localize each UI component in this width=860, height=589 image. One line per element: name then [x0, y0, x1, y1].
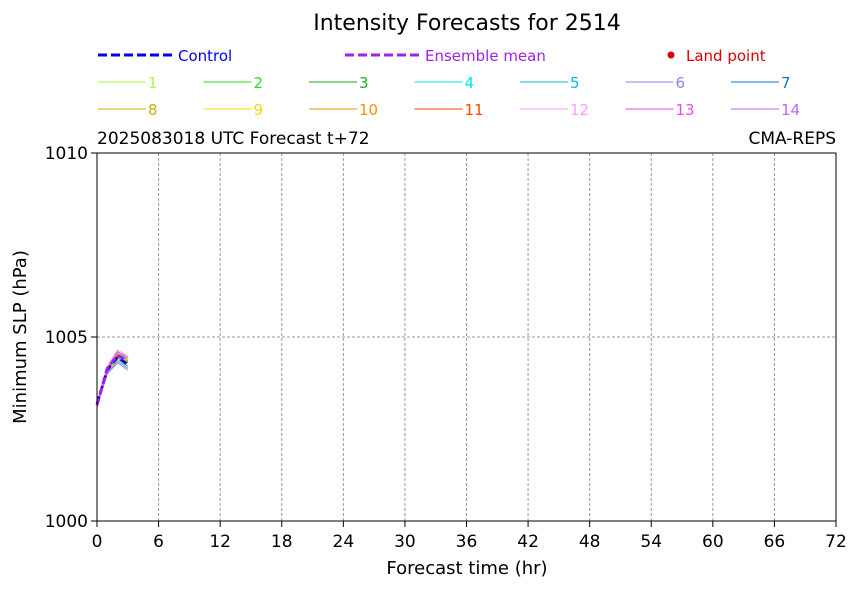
x-axis-label: Forecast time (hr) — [386, 558, 547, 579]
x-tick-label: 6 — [153, 532, 164, 552]
legend-member-label-8: 8 — [148, 101, 158, 119]
y-axis-label: Minimum SLP (hPa) — [10, 250, 31, 424]
legend-member-label-12: 12 — [570, 101, 589, 119]
legend-member-label-9: 9 — [254, 101, 264, 119]
legend-member-label-7: 7 — [781, 74, 791, 92]
legend-member-label-6: 6 — [676, 74, 686, 92]
legend-ensemble-mean-label: Ensemble mean — [425, 47, 546, 65]
legend-member-label-3: 3 — [359, 74, 369, 92]
legend-member-label-14: 14 — [781, 101, 800, 119]
legend-member-label-4: 4 — [465, 74, 475, 92]
legend-control-label: Control — [178, 47, 232, 65]
x-axis-ticks: 0 6 12 18 24 30 36 42 48 54 60 66 72 — [92, 521, 847, 552]
x-tick-label: 24 — [333, 532, 355, 552]
x-tick-label: 36 — [456, 532, 478, 552]
x-tick-label: 60 — [702, 532, 724, 552]
x-tick-label: 12 — [209, 532, 231, 552]
legend-member-label-5: 5 — [570, 74, 580, 92]
x-tick-label: 42 — [517, 532, 539, 552]
legend-member-label-11: 11 — [465, 101, 484, 119]
legend-member-label-13: 13 — [676, 101, 695, 119]
model-name-label: CMA-REPS — [748, 129, 836, 149]
x-tick-label: 48 — [579, 532, 601, 552]
x-tick-label: 18 — [271, 532, 293, 552]
x-tick-label: 54 — [640, 532, 662, 552]
y-axis-ticks: 1000 1005 1010 — [45, 144, 97, 532]
y-tick-label: 1005 — [45, 328, 88, 348]
control-line — [95, 355, 129, 404]
ensemble-mean-line — [95, 353, 129, 406]
legend-land-point-marker — [667, 51, 675, 59]
x-tick-label: 30 — [394, 532, 416, 552]
x-tick-label: 72 — [825, 532, 847, 552]
x-tick-label: 0 — [92, 532, 103, 552]
x-tick-label: 66 — [764, 532, 786, 552]
y-tick-label: 1010 — [45, 144, 88, 164]
grid — [97, 153, 836, 521]
legend-member-label-1: 1 — [148, 74, 158, 92]
legend-member-label-10: 10 — [359, 101, 378, 119]
y-tick-label: 1000 — [45, 512, 88, 532]
chart-title: Intensity Forecasts for 2514 — [313, 11, 621, 36]
series-group — [95, 349, 129, 408]
legend-land-point-label: Land point — [686, 47, 766, 65]
legend-member-label-2: 2 — [254, 74, 264, 92]
plot-area: 0 6 12 18 24 30 36 42 48 54 60 66 72 1000 1005 1010 — [45, 144, 847, 552]
forecast-info-label: 2025083018 UTC Forecast t+72 — [97, 129, 370, 149]
